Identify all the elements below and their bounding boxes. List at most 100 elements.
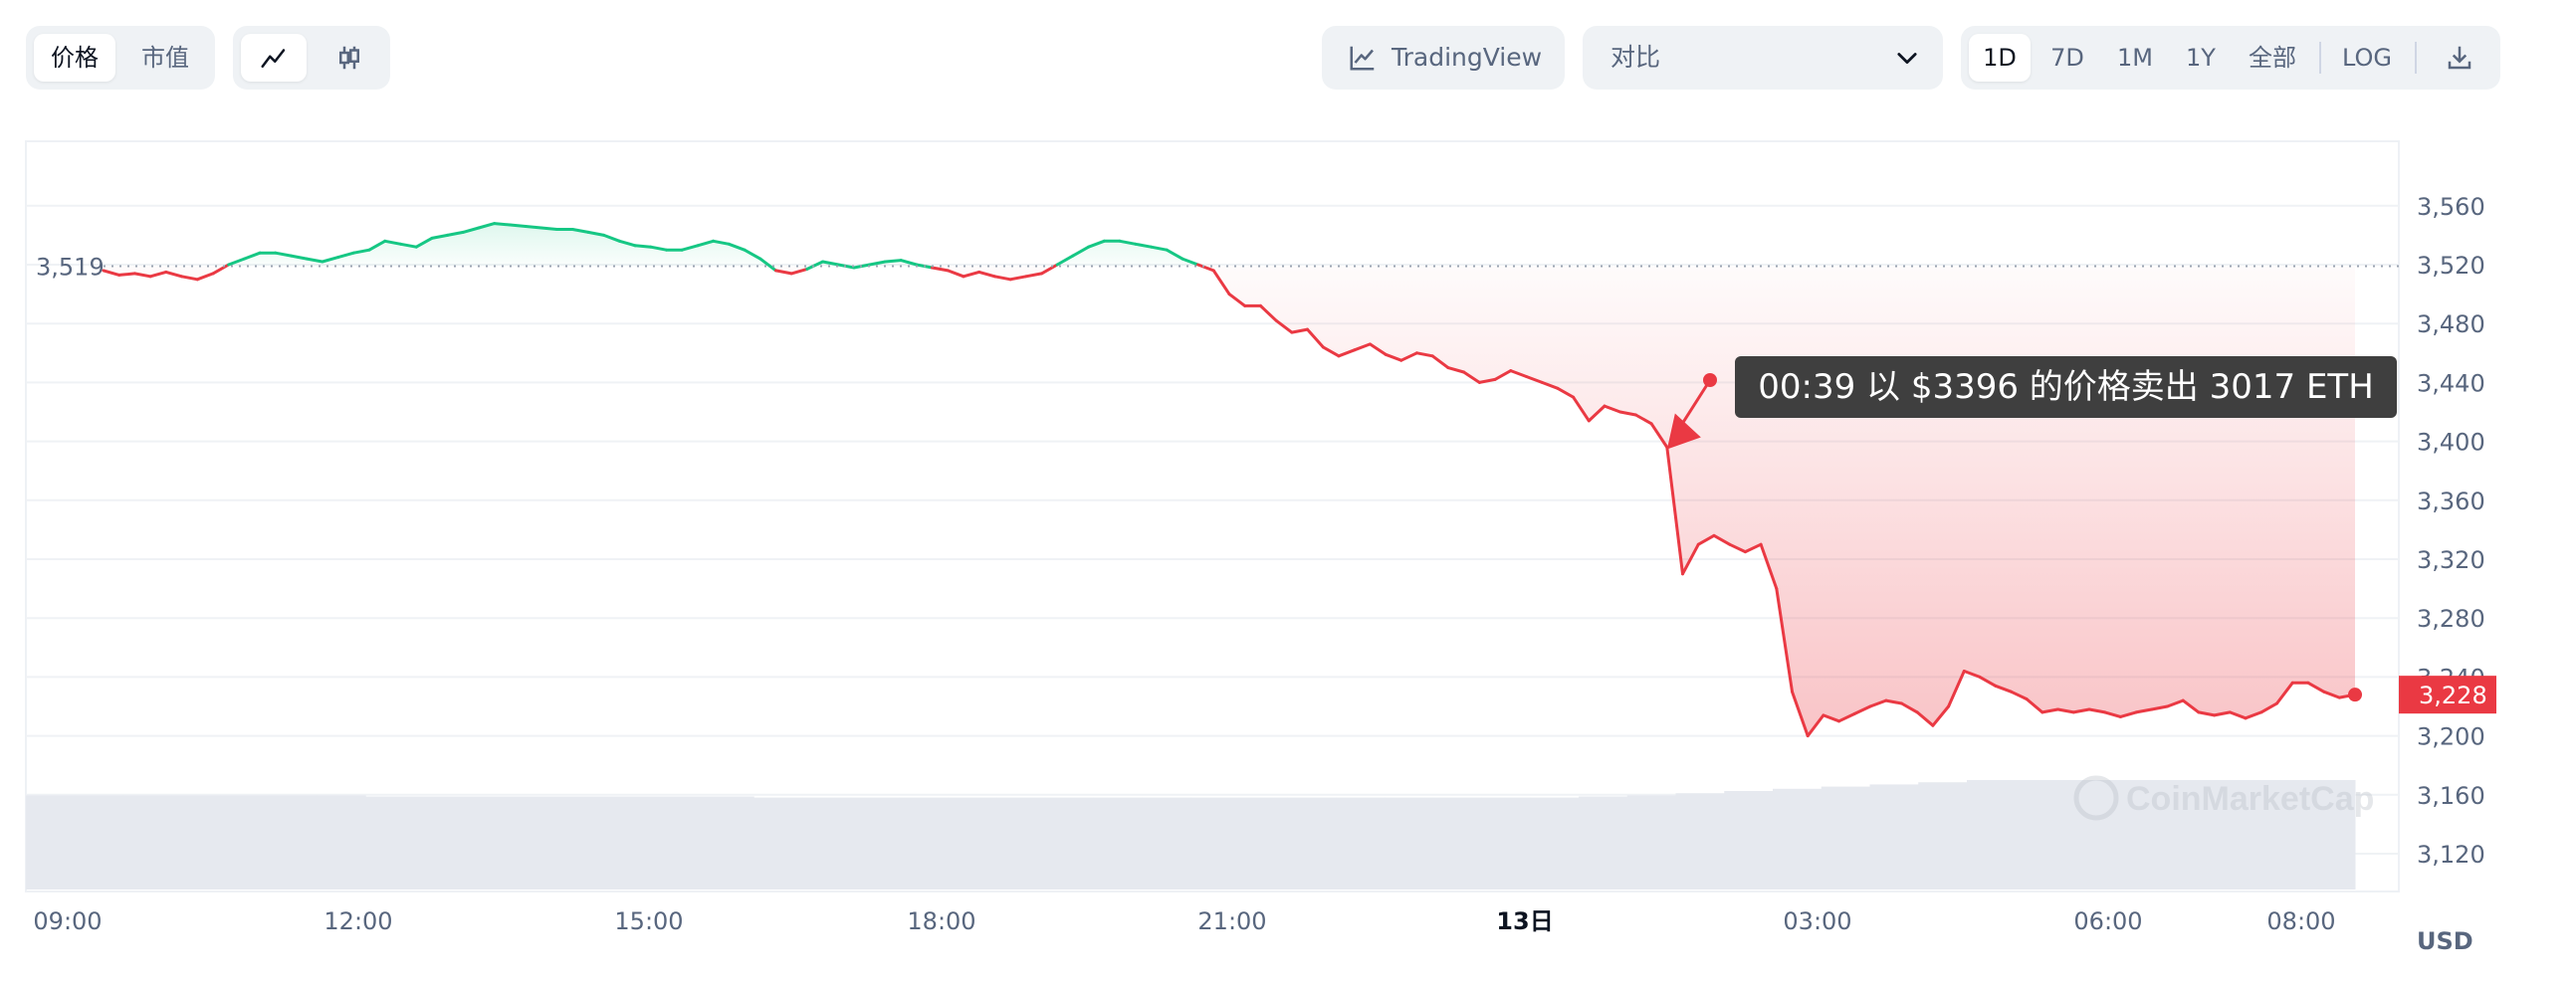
volume-bar bbox=[74, 795, 123, 890]
volume-bar bbox=[1821, 786, 1870, 890]
price-line-segment bbox=[211, 263, 231, 276]
price-line-segment bbox=[758, 257, 777, 273]
price-line-segment bbox=[946, 269, 966, 279]
volume-bar bbox=[511, 796, 560, 890]
volume-bar bbox=[1142, 797, 1191, 890]
y-tick-label: 3,560 bbox=[2417, 193, 2485, 221]
candlestick-icon bbox=[339, 46, 359, 70]
price-line-segment bbox=[586, 230, 606, 237]
price-line-segment bbox=[195, 272, 215, 282]
volume-bar bbox=[948, 797, 997, 890]
volume-bar bbox=[1385, 797, 1434, 890]
price-line-segment bbox=[242, 251, 262, 261]
price-line-segment bbox=[1353, 342, 1372, 352]
price-line-segment bbox=[1150, 245, 1169, 252]
log-scale-button[interactable]: LOG bbox=[2341, 44, 2392, 72]
price-line-segment bbox=[774, 269, 793, 276]
watermark: CoinMarketCap bbox=[2073, 775, 2374, 821]
price-line-segment bbox=[1399, 351, 1418, 362]
price-line-segment bbox=[461, 226, 481, 234]
price-line-segment bbox=[805, 260, 825, 271]
tradingview-button[interactable]: TradingView bbox=[1322, 26, 1565, 90]
plot-area-border bbox=[25, 140, 2400, 892]
volume-bar bbox=[2209, 780, 2258, 890]
price-line-segment bbox=[1477, 377, 1497, 384]
volume-bar bbox=[656, 796, 706, 890]
price-line-segment bbox=[743, 248, 762, 261]
candlestick-chart-button[interactable] bbox=[317, 34, 382, 82]
price-line-segment bbox=[1649, 422, 1669, 449]
price-line-segment bbox=[102, 269, 121, 277]
price-line-segment bbox=[1900, 701, 1919, 714]
current-price-dot bbox=[2348, 688, 2362, 702]
price-line-segment bbox=[680, 244, 700, 252]
volume-bar bbox=[1626, 795, 1676, 890]
price-line-segment bbox=[649, 245, 668, 252]
price-line-segment bbox=[321, 256, 340, 264]
tradingview-label: TradingView bbox=[1392, 43, 1543, 72]
range-1d[interactable]: 1D bbox=[1969, 34, 2031, 82]
x-tick-label: 03:00 bbox=[1783, 907, 1851, 935]
price-line-segment bbox=[227, 257, 246, 267]
volume-bar bbox=[122, 795, 172, 890]
price-line-segment bbox=[305, 257, 324, 264]
price-line-segment bbox=[2322, 690, 2341, 699]
volume-bar bbox=[462, 796, 512, 890]
compare-label: 对比 bbox=[1610, 43, 1661, 72]
price-line-segment bbox=[2087, 707, 2107, 714]
line-chart-button[interactable] bbox=[241, 34, 307, 82]
price-line-segment bbox=[1008, 275, 1028, 282]
price-line-segment bbox=[1258, 303, 1278, 322]
range-7d[interactable]: 7D bbox=[2050, 44, 2084, 72]
price-line-segment bbox=[524, 225, 543, 230]
price-line-segment bbox=[2306, 681, 2326, 693]
volume-bar bbox=[899, 797, 949, 890]
price-line-segment bbox=[1196, 263, 1215, 273]
volume-bar bbox=[559, 796, 609, 890]
chart-type-toggle bbox=[233, 26, 390, 90]
volume-bar bbox=[1675, 793, 1725, 890]
price-line-segment bbox=[383, 239, 402, 246]
price-line-segment bbox=[712, 239, 731, 246]
y-tick-label: 3,520 bbox=[2417, 252, 2485, 280]
price-line-segment bbox=[1572, 395, 1591, 423]
price-line-segment bbox=[1822, 713, 1841, 723]
watermark-text: CoinMarketCap bbox=[2126, 780, 2374, 818]
price-line-segment bbox=[1227, 293, 1247, 307]
price-line-segment bbox=[2025, 697, 2044, 714]
price-line-segment bbox=[2118, 710, 2138, 718]
price-line-segment bbox=[1947, 670, 1966, 708]
tab-price[interactable]: 价格 bbox=[34, 34, 115, 82]
volume-bar bbox=[171, 795, 221, 890]
range-1m[interactable]: 1M bbox=[2117, 44, 2153, 72]
price-line-segment bbox=[1884, 698, 1903, 705]
volume-bar bbox=[1190, 797, 1240, 890]
tradingview-icon bbox=[1350, 46, 1375, 71]
price-line-segment bbox=[1587, 404, 1607, 423]
price-line-segment bbox=[962, 270, 981, 279]
price-line-segment bbox=[2244, 710, 2263, 720]
price-line-segment bbox=[430, 233, 450, 240]
tab-market-cap[interactable]: 市值 bbox=[141, 44, 189, 72]
price-line-segment bbox=[1415, 351, 1434, 358]
current-price-label: 3,228 bbox=[2419, 682, 2487, 709]
price-line-segment bbox=[274, 251, 293, 258]
compare-select[interactable]: 对比 bbox=[1583, 26, 1943, 90]
range-all[interactable]: 全部 bbox=[2249, 44, 2296, 72]
range-1y[interactable]: 1Y bbox=[2186, 44, 2216, 72]
currency-label: USD bbox=[2417, 927, 2473, 955]
volume-bar bbox=[2063, 780, 2113, 890]
price-line-segment bbox=[1087, 239, 1106, 249]
x-tick-label: 15:00 bbox=[614, 907, 683, 935]
price-line-segment bbox=[617, 239, 637, 248]
download-button[interactable] bbox=[2427, 34, 2492, 82]
price-line-segment bbox=[1633, 413, 1653, 426]
volume-bar bbox=[1287, 797, 1337, 890]
price-line-segment bbox=[1290, 327, 1309, 334]
x-tick-label: 21:00 bbox=[1197, 907, 1266, 935]
x-tick-label: 13日 bbox=[1496, 907, 1553, 935]
price-line-segment bbox=[1915, 710, 1935, 727]
price-line-segment bbox=[1134, 242, 1153, 249]
x-tick-label: 18:00 bbox=[907, 907, 975, 935]
